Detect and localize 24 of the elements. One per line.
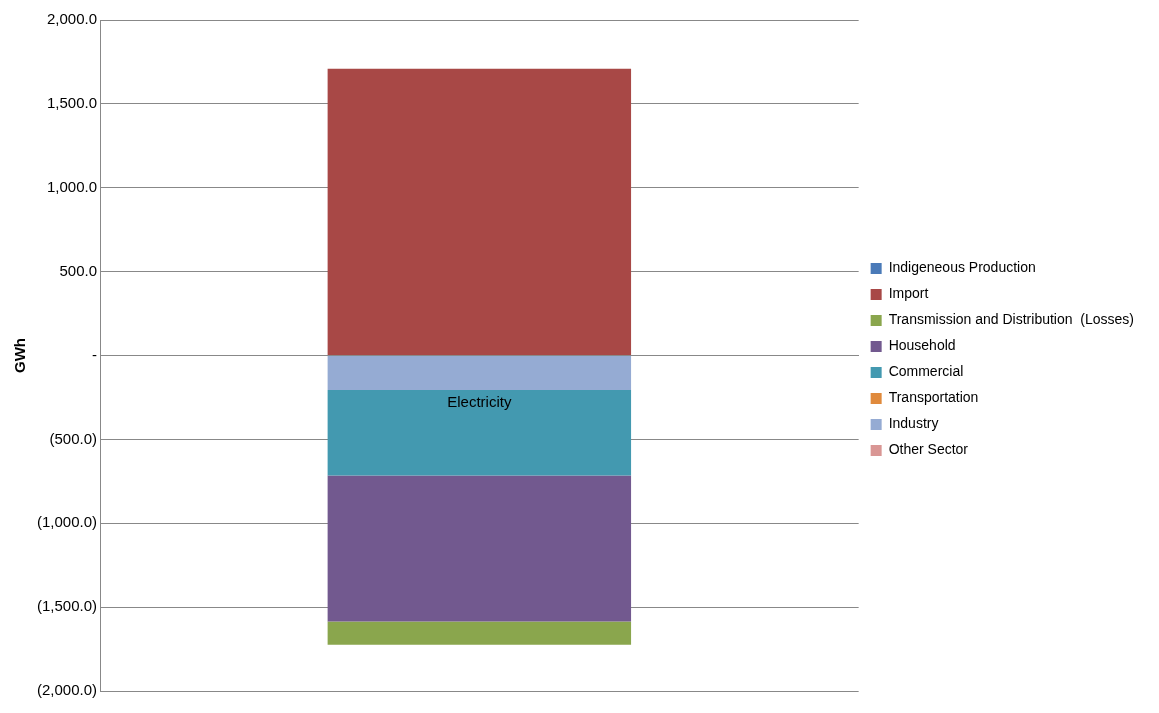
y-tick-label: (1,500.0) [36,597,98,615]
bar [327,356,632,390]
bar [327,475,632,622]
y-tick-label: 2,000.0 [46,10,98,28]
bar [327,621,632,645]
legend-label: Commercial [888,363,964,380]
y-axis-title: GWh [11,338,29,373]
x-tick-label: Electricity [447,393,512,411]
y-tick-label: (500.0) [49,429,98,447]
bar [327,68,632,355]
y-tick-label: - [92,345,98,363]
y-tick-label: (1,000.0) [36,513,98,531]
y-tick-label: 500.0 [59,261,98,279]
y-tick-label: 1,000.0 [46,177,98,195]
legend-label: Transportation [888,389,979,406]
legend-label: Import [888,285,929,302]
y-tick-label: 1,500.0 [46,94,98,112]
legend-label: Transmission and Distribution (Losses) [888,311,1135,328]
bar [327,389,632,476]
legend-label: Industry [888,415,939,432]
legend-label: Indigeneous Production [888,259,1036,276]
y-tick-label: (2,000.0) [36,681,98,699]
legend-label: Other Sector [888,441,969,458]
legend-label: Household [888,337,956,354]
